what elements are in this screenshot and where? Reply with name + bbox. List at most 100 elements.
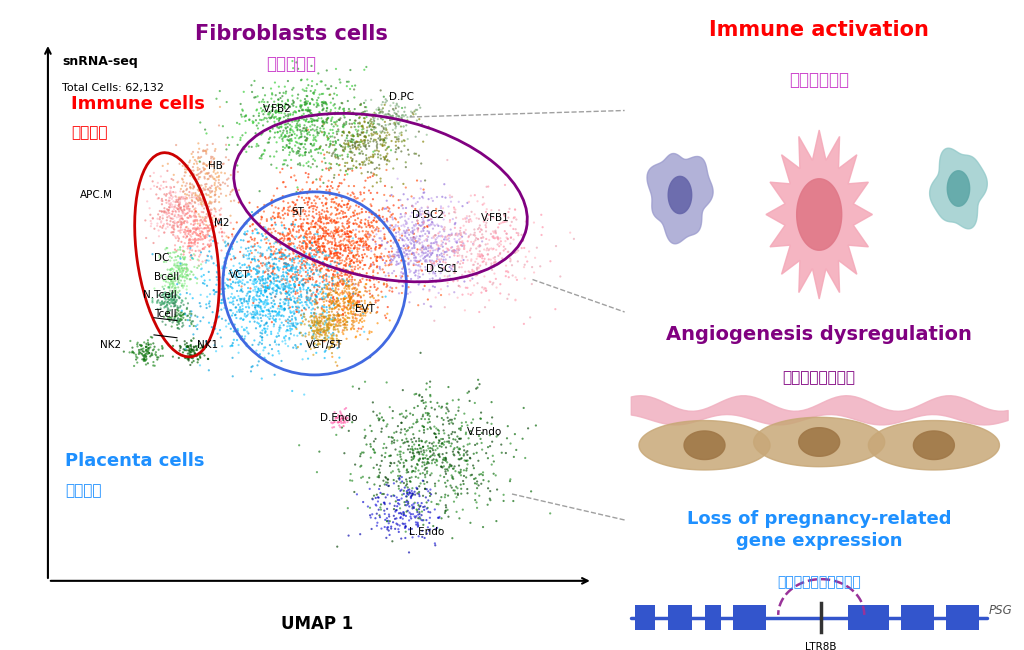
Point xyxy=(396,424,413,434)
Point xyxy=(308,236,325,246)
Point xyxy=(391,223,408,233)
Point xyxy=(160,282,176,293)
Point xyxy=(340,309,356,319)
Point xyxy=(258,258,274,268)
Point xyxy=(292,261,308,272)
Point xyxy=(437,257,454,268)
Point xyxy=(183,250,200,261)
Point xyxy=(154,299,170,309)
Point xyxy=(337,161,353,171)
Point xyxy=(348,306,365,316)
Point xyxy=(211,172,227,182)
Point xyxy=(364,208,380,218)
Point xyxy=(470,263,486,274)
Point xyxy=(337,158,353,168)
Point xyxy=(258,305,274,315)
Point xyxy=(387,250,403,260)
Point xyxy=(316,246,333,257)
Point xyxy=(362,124,379,135)
Point xyxy=(396,107,413,117)
Point xyxy=(287,281,303,292)
Point xyxy=(259,298,275,309)
Point xyxy=(246,296,262,307)
Point xyxy=(306,250,323,260)
Point xyxy=(159,209,175,219)
Point xyxy=(287,267,303,278)
Point xyxy=(352,135,369,145)
Point xyxy=(140,337,157,348)
Point xyxy=(439,464,456,474)
Point xyxy=(340,193,356,203)
Point xyxy=(369,255,385,266)
Point xyxy=(409,231,425,242)
Point xyxy=(435,425,452,436)
Point xyxy=(297,144,313,154)
Point xyxy=(411,504,427,514)
Point xyxy=(447,273,464,283)
Point xyxy=(179,184,196,194)
Point xyxy=(271,238,288,248)
Point xyxy=(388,505,404,515)
Point xyxy=(412,206,428,216)
Point xyxy=(331,209,347,219)
Point xyxy=(422,447,438,457)
Point xyxy=(310,240,327,251)
Point xyxy=(327,302,343,313)
Point xyxy=(328,283,344,293)
Point xyxy=(195,194,211,204)
Point xyxy=(361,122,378,132)
Point xyxy=(368,109,384,119)
Point xyxy=(276,101,293,111)
Point xyxy=(330,201,346,211)
Point xyxy=(374,240,390,251)
Point xyxy=(376,152,392,162)
Point xyxy=(301,127,317,137)
Point xyxy=(312,265,329,275)
Point xyxy=(148,352,165,363)
Point xyxy=(214,313,230,324)
Point xyxy=(400,489,417,500)
Point xyxy=(359,306,376,317)
Point xyxy=(478,257,495,268)
Point xyxy=(355,138,372,149)
Point xyxy=(437,478,454,488)
Point xyxy=(175,231,191,242)
Point xyxy=(376,217,392,228)
Point xyxy=(289,324,305,334)
Point xyxy=(401,476,418,486)
Point xyxy=(179,226,196,236)
Point xyxy=(488,232,505,242)
Point xyxy=(309,202,326,213)
Point xyxy=(353,204,370,214)
Point xyxy=(390,143,407,153)
Point xyxy=(272,283,289,294)
Point xyxy=(416,478,432,489)
Point xyxy=(167,272,183,283)
Point xyxy=(165,220,181,231)
Point xyxy=(339,223,355,233)
Point xyxy=(276,155,293,166)
Point xyxy=(278,288,294,298)
Point xyxy=(336,128,352,138)
Point xyxy=(366,169,382,179)
Point xyxy=(388,112,404,122)
Point xyxy=(415,231,431,241)
Point xyxy=(284,220,300,230)
Point xyxy=(318,218,335,229)
Point xyxy=(283,239,299,250)
Point xyxy=(289,130,305,140)
Point xyxy=(244,234,260,244)
Point xyxy=(362,136,379,147)
Point xyxy=(181,235,198,245)
Point xyxy=(169,291,185,302)
Point xyxy=(431,450,447,461)
Point xyxy=(328,413,344,424)
Point xyxy=(429,254,445,265)
Point xyxy=(310,245,327,255)
Point xyxy=(179,266,196,276)
Point xyxy=(207,190,223,201)
Point xyxy=(196,145,212,155)
Point xyxy=(344,266,360,277)
Point xyxy=(273,122,290,132)
Point xyxy=(309,127,326,137)
